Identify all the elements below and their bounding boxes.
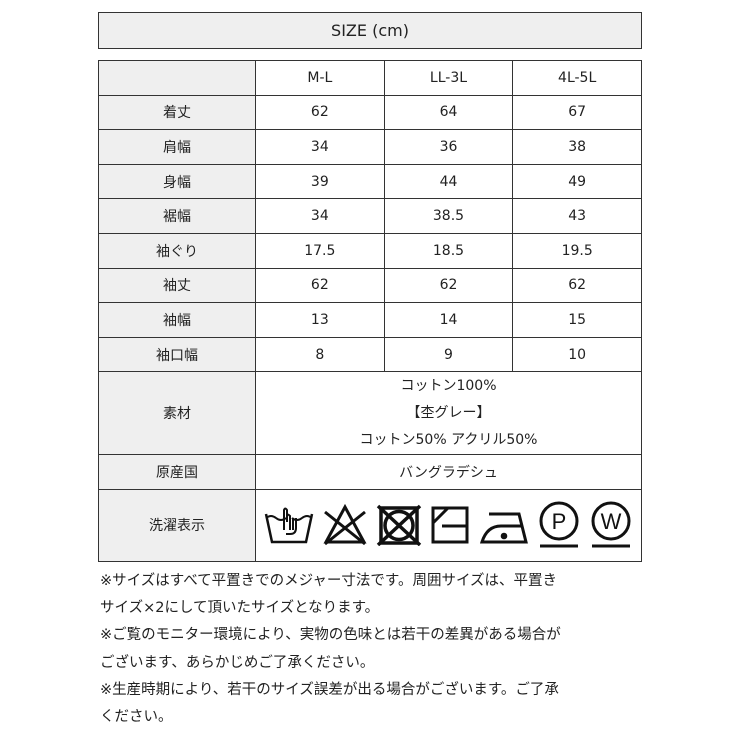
size-value: 13 — [255, 302, 385, 338]
dry-clean-p-icon: P — [539, 501, 579, 548]
size-row: 身幅 39 44 49 — [98, 163, 642, 200]
p-letter: P — [551, 509, 566, 534]
header-row: M-L LL-3L 4L-5L — [98, 60, 642, 96]
size-value: 38.5 — [383, 198, 514, 234]
material-value: コットン100% 【杢グレー】 コットン50% アクリル50% — [255, 371, 642, 456]
size-value: 62 — [255, 94, 385, 131]
note-line: ※サイズはすべて平置きでのメジャー寸法です。周囲サイズは、平置き — [100, 573, 558, 589]
size-value: 9 — [383, 336, 514, 373]
note-line: ※生産時期により、若干のサイズ誤差が出る場合がございます。ご了承 — [100, 681, 559, 698]
origin-value: バングラデシュ — [255, 454, 642, 490]
size-row: 肩幅 34 36 38 — [98, 129, 642, 165]
row-label: 袖ぐり — [98, 232, 256, 269]
size-value: 49 — [512, 163, 642, 200]
no-bleach-icon — [323, 504, 367, 546]
material-line: 【杢グレー】 — [406, 404, 491, 421]
size-row: 袖口幅 8 9 10 — [98, 336, 642, 373]
line-dry-shade-icon — [431, 506, 469, 544]
material-line: コットン100% — [400, 377, 497, 394]
size-value: 19.5 — [512, 232, 642, 269]
row-label: 袖幅 — [98, 302, 256, 338]
row-label: 原産国 — [98, 454, 256, 490]
size-value: 10 — [512, 336, 642, 373]
no-tumble-dry-icon — [377, 505, 422, 547]
iron-low-icon — [479, 512, 528, 544]
size-row: 着丈 62 64 67 — [98, 94, 642, 131]
size-value: 43 — [512, 198, 642, 234]
care-icons: P W — [255, 488, 642, 562]
w-letter: W — [601, 509, 622, 534]
row-label: 洗濯表示 — [98, 488, 256, 562]
note-line: ください。 — [100, 709, 173, 726]
row-label: 素材 — [98, 371, 256, 456]
note-line: サイズ×2にして頂いたサイズとなります。 — [100, 600, 380, 617]
size-value: 14 — [383, 302, 514, 338]
size-value: 67 — [512, 94, 642, 131]
size-value: 39 — [255, 163, 385, 200]
size-row: 袖ぐり 17.5 18.5 19.5 — [98, 232, 642, 269]
row-label: 肩幅 — [98, 129, 256, 165]
size-value: 18.5 — [383, 232, 514, 269]
row-label: 裾幅 — [98, 198, 256, 234]
size-value: 17.5 — [255, 232, 385, 269]
col-header: M-L — [255, 60, 385, 96]
size-value: 36 — [383, 129, 514, 165]
size-row: 袖丈 62 62 62 — [98, 267, 642, 304]
row-label: 袖口幅 — [98, 336, 256, 373]
size-value: 38 — [512, 129, 642, 165]
corner-cell — [98, 60, 256, 96]
size-row: 袖幅 13 14 15 — [98, 302, 642, 338]
row-label: 着丈 — [98, 94, 256, 131]
hand-wash-icon — [264, 507, 314, 544]
size-value: 34 — [255, 129, 385, 165]
size-value: 8 — [255, 336, 385, 373]
size-value: 62 — [255, 267, 385, 304]
material-row: 素材 コットン100% 【杢グレー】 コットン50% アクリル50% — [98, 371, 642, 456]
size-value: 62 — [512, 267, 642, 304]
row-label: 身幅 — [98, 163, 256, 200]
origin-row: 原産国 バングラデシュ — [98, 454, 642, 490]
size-value: 34 — [255, 198, 385, 234]
size-value: 64 — [383, 94, 514, 131]
size-row: 裾幅 34 38.5 43 — [98, 198, 642, 234]
size-title: SIZE (cm) — [98, 12, 642, 49]
row-label: 袖丈 — [98, 267, 256, 304]
size-value: 44 — [383, 163, 514, 200]
size-value: 15 — [512, 302, 642, 338]
note-line: ございます、あらかじめご了承ください。 — [100, 654, 375, 671]
size-value: 62 — [383, 267, 514, 304]
col-header: 4L-5L — [512, 60, 642, 96]
size-table: M-L LL-3L 4L-5L 着丈 62 64 67 肩幅 34 36 38 身幅 39 44 49… — [98, 60, 642, 562]
notes: ※サイズはすべて平置きでのメジャー寸法です。周囲サイズは、平置き サイズ×2にし… — [100, 568, 561, 731]
col-header: LL-3L — [383, 60, 514, 96]
note-line: ※ご覧のモニター環境により、実物の色味とは若干の差異がある場合が — [100, 627, 561, 644]
material-line: コットン50% アクリル50% — [359, 431, 538, 448]
wet-clean-w-icon: W — [591, 501, 631, 548]
care-row: 洗濯表示 P W — [98, 488, 642, 562]
